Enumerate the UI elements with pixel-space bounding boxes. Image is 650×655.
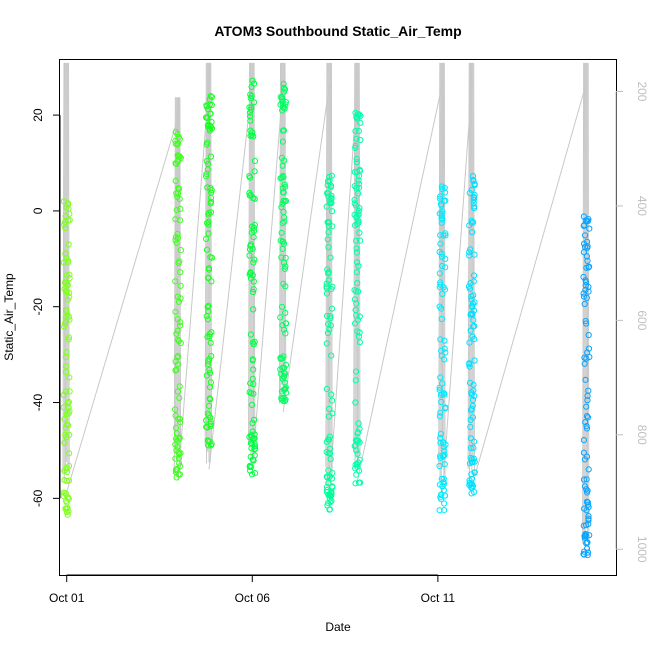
pressure-trajectory-layer: [63, 63, 589, 554]
trajectory-line: [474, 63, 475, 479]
right-tick-label: 600: [635, 310, 649, 330]
chart-title: ATOM3 Southbound Static_Air_Temp: [214, 23, 461, 39]
y-tick-label: -60: [31, 489, 45, 507]
trajectory-connector: [252, 83, 283, 469]
x-tick-label: Oct 06: [235, 591, 271, 605]
plot-frame: [60, 60, 617, 576]
trajectory-connector: [472, 83, 586, 486]
y-tick-label: -20: [31, 298, 45, 316]
data-point: [442, 501, 447, 506]
trajectory-connector: [283, 83, 329, 412]
x-axis: Oct 01 Oct 06 Oct 11: [49, 575, 455, 605]
trajectory-line: [359, 63, 360, 455]
x-tick-label: Oct 01: [49, 591, 85, 605]
right-tick-label: 400: [635, 196, 649, 216]
trajectory-line: [285, 63, 286, 399]
trajectory-connector: [209, 83, 252, 469]
right-tick-label: 1000: [635, 536, 649, 563]
data-point: [354, 472, 359, 477]
trajectory-line: [444, 63, 445, 489]
y-tick-label: 0: [31, 207, 45, 214]
y-tick-label: -40: [31, 394, 45, 412]
y-axis-label: Static_Air_Temp: [2, 273, 16, 361]
y-tick-label: 20: [31, 108, 45, 122]
x-tick-label: Oct 11: [421, 591, 456, 605]
right-tick-label: 800: [635, 425, 649, 445]
trajectory-connector: [357, 83, 442, 481]
y-axis: -60 -40 -20 0 20: [31, 108, 60, 507]
right-tick-label: 200: [635, 81, 649, 101]
x-axis-label: Date: [325, 620, 351, 634]
trajectory-connector: [67, 117, 178, 492]
right-axis: 200 400 600 800 1000: [616, 81, 649, 562]
